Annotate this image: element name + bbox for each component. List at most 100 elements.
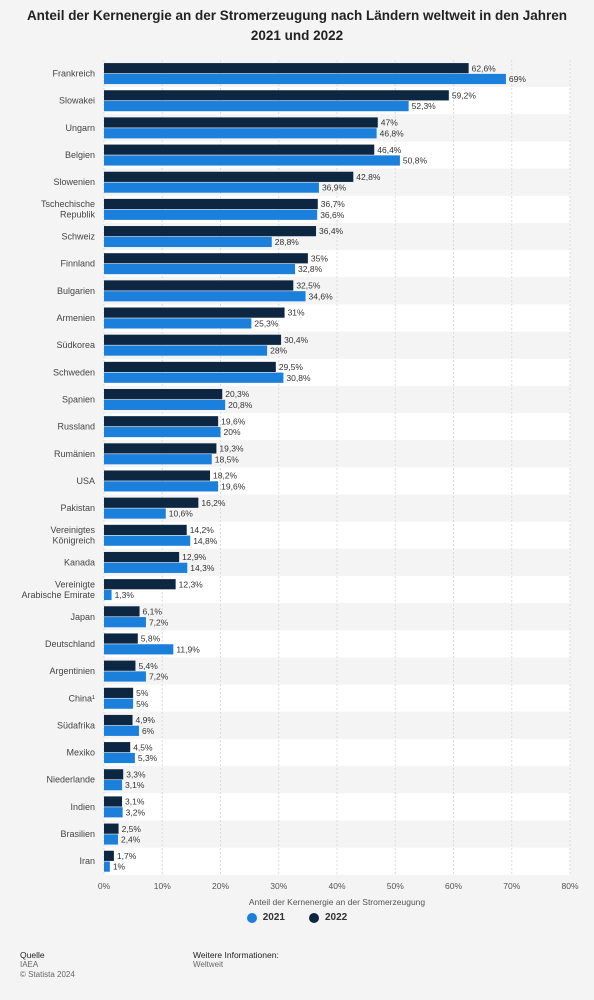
legend-label-2021: 2021 — [262, 912, 285, 923]
data-label-2022: 19,6% — [221, 416, 246, 426]
data-label-2021: 50,8% — [403, 156, 428, 166]
y-category-label: Russland — [57, 422, 95, 432]
y-category-label: Kanada — [64, 557, 95, 567]
data-label-2022: 12,9% — [182, 552, 207, 562]
x-tick-label: 10% — [154, 881, 171, 891]
bar-2021 — [104, 481, 219, 492]
data-label-2021: 30,8% — [286, 373, 311, 383]
info-text: Weltweit — [193, 960, 224, 969]
data-label-2021: 36,6% — [320, 210, 345, 220]
bar-2022 — [104, 117, 378, 128]
source-name[interactable]: IAEA — [20, 960, 39, 969]
chart-legend: 2021 2022 — [0, 912, 594, 923]
data-label-2022: 30,4% — [284, 335, 309, 345]
legend-label-2022: 2022 — [325, 912, 348, 923]
bar-2021 — [104, 426, 221, 438]
y-category-label: Armenien — [56, 313, 95, 323]
y-category-label: Iran — [79, 856, 95, 866]
y-category-label: Japan — [70, 612, 95, 622]
y-category-label: Frankreich — [52, 69, 95, 79]
bar-2022 — [104, 524, 187, 535]
bar-2021 — [104, 399, 226, 410]
bar-2021 — [104, 209, 318, 220]
bar-2021 — [104, 671, 146, 682]
y-category-label: Bulgarien — [57, 286, 95, 296]
bar-2022 — [104, 769, 124, 780]
bar-2022 — [104, 90, 449, 101]
data-label-2021: 18,5% — [215, 454, 240, 464]
data-label-2021: 46,8% — [380, 128, 405, 138]
y-category-label: Vereinigtes — [50, 525, 95, 535]
bar-2021 — [104, 291, 306, 302]
data-label-2021: 69% — [509, 74, 526, 84]
bar-2022 — [104, 144, 375, 155]
bar-2022 — [104, 551, 180, 563]
data-label-2021: 7,2% — [149, 617, 169, 627]
x-tick-label: 70% — [503, 881, 520, 891]
y-category-label: Königreich — [52, 536, 95, 546]
data-label-2022: 3,3% — [126, 769, 146, 779]
y-category-label: Südafrika — [57, 720, 95, 730]
data-label-2021: 52,3% — [412, 101, 437, 111]
x-tick-label: 50% — [387, 881, 404, 891]
data-label-2021: 10,6% — [169, 509, 194, 519]
bar-2022 — [104, 171, 354, 182]
y-category-label: Spanien — [62, 395, 95, 405]
bar-2022 — [104, 796, 123, 807]
data-label-2021: 20% — [224, 427, 241, 437]
bar-2021 — [104, 345, 268, 356]
y-category-label: Slowenien — [53, 177, 95, 187]
x-tick-label: 20% — [212, 881, 229, 891]
bar-2021 — [104, 780, 123, 791]
y-category-label: China¹ — [68, 693, 95, 703]
bar-2021 — [104, 73, 506, 85]
y-category-label: Rumänien — [54, 449, 95, 459]
legend-item-2021[interactable]: 2021 — [246, 912, 285, 923]
bar-2021 — [104, 752, 135, 764]
y-category-label: Deutschland — [45, 639, 95, 649]
x-tick-label: 30% — [270, 881, 287, 891]
data-label-2021: 25,3% — [254, 319, 279, 329]
data-label-2021: 36,9% — [322, 183, 347, 193]
data-label-2022: 5,8% — [141, 634, 161, 644]
data-label-2022: 36,4% — [319, 226, 344, 236]
data-label-2022: 6,1% — [143, 606, 163, 616]
bar-2022 — [104, 633, 138, 644]
bar-2022 — [104, 198, 318, 210]
y-category-label: Brasilien — [60, 829, 95, 839]
data-label-2021: 5,3% — [138, 753, 158, 763]
bar-2021 — [104, 834, 118, 845]
data-label-2021: 20,8% — [228, 400, 253, 410]
bar-2022 — [104, 280, 294, 291]
bar-2021 — [104, 725, 139, 736]
y-category-label: Schweiz — [61, 232, 95, 242]
legend-item-2022[interactable]: 2022 — [309, 912, 347, 923]
bar-2021 — [104, 155, 400, 166]
data-label-2022: 3,1% — [125, 797, 145, 807]
y-category-label: Argentinien — [49, 666, 95, 676]
data-label-2021: 14,8% — [193, 536, 218, 546]
data-label-2022: 5% — [136, 688, 149, 698]
y-category-label: Südkorea — [56, 340, 95, 350]
bar-2022 — [104, 361, 276, 373]
data-label-2021: 1% — [113, 862, 126, 872]
y-category-label: Niederlande — [46, 775, 95, 785]
data-label-2022: 18,2% — [213, 471, 238, 481]
bar-2022 — [104, 63, 469, 74]
y-category-label: Ungarn — [65, 123, 95, 133]
bar-2022 — [104, 443, 217, 454]
data-label-2021: 14,3% — [190, 563, 215, 573]
bar-2022 — [104, 253, 308, 264]
y-category-label: Indien — [70, 802, 95, 812]
bar-2022 — [104, 660, 136, 671]
bar-2021 — [104, 535, 191, 546]
bar-2022 — [104, 470, 211, 481]
data-label-2022: 14,2% — [190, 525, 215, 535]
bar-2021 — [104, 508, 166, 519]
data-label-2022: 35% — [311, 253, 328, 263]
x-axis-title: Anteil der Kernenergie an der Stromerzeu… — [249, 897, 426, 907]
bar-2022 — [104, 606, 140, 617]
bar-2022 — [104, 579, 176, 590]
bar-2021 — [104, 617, 146, 628]
data-label-2021: 6% — [142, 726, 155, 736]
